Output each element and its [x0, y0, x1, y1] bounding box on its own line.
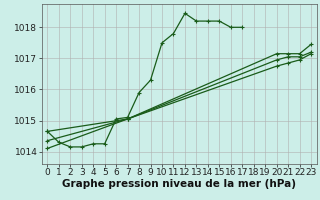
X-axis label: Graphe pression niveau de la mer (hPa): Graphe pression niveau de la mer (hPa): [62, 179, 296, 189]
